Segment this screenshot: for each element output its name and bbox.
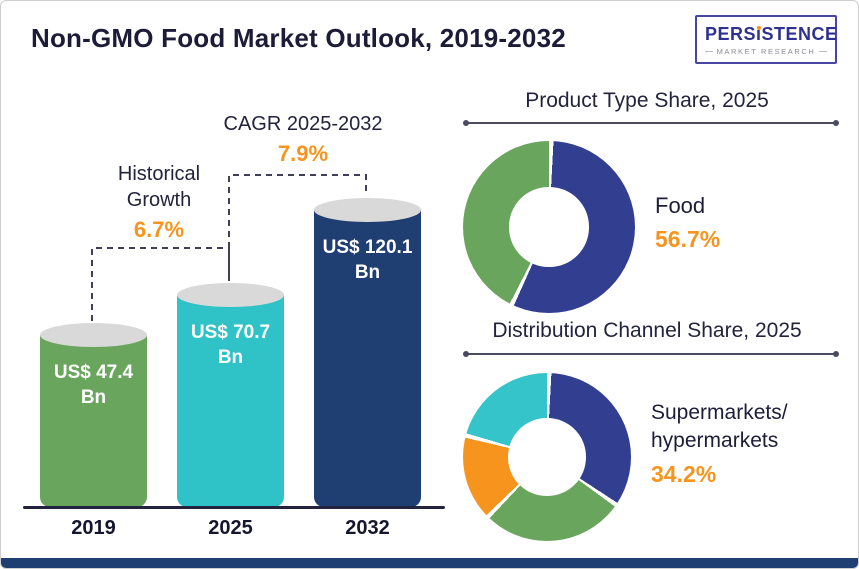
bar-2032: US$ 120.1 Bn	[314, 198, 421, 507]
bar-2019: US$ 47.4 Bn	[40, 323, 147, 507]
donut-distribution-channel	[463, 373, 631, 541]
callout-food: Food 56.7%	[655, 191, 825, 253]
bar-2025: US$ 70.7 Bn	[177, 283, 284, 507]
bar-2025-value-label: US$ 70.7 Bn	[190, 322, 271, 368]
bar-2019-value-label: US$ 47.4 Bn	[53, 362, 134, 408]
callout-supermarkets: Supermarkets/ hypermarkets 34.2%	[651, 399, 843, 488]
annotation-historical-growth-value: 6.7%	[133, 217, 185, 242]
callout-supermarkets-label: Supermarkets/ hypermarkets	[651, 401, 788, 453]
logo-tagline-line-right	[819, 51, 828, 52]
logo-name: PERSiSTENCE	[705, 24, 838, 44]
donut-product-type	[463, 141, 635, 313]
year-label-2025: 2025	[208, 517, 253, 539]
logo: PERSiSTENCE MARKET RESEARCH	[695, 15, 837, 64]
section-title-product-type: Product Type Share, 2025	[525, 89, 769, 112]
callout-food-label: Food	[655, 193, 706, 218]
footer-bar	[1, 558, 858, 568]
bar-2019-top-ellipse	[40, 323, 147, 347]
bar-2025-top-ellipse	[177, 283, 284, 307]
year-label-2032: 2032	[345, 517, 390, 539]
logo-tagline: MARKET RESEARCH	[716, 47, 816, 56]
bar-2032-value-label: US$ 120.1 Bn	[322, 237, 413, 283]
bar-chart: Historical Growth 6.7% CAGR 2025-2032 7.…	[19, 91, 449, 551]
callout-food-value: 56.7%	[655, 225, 721, 252]
logo-i-dot	[757, 26, 761, 30]
section-title-distribution-channel: Distribution Channel Share, 2025	[492, 319, 802, 342]
logo-tagline-row: MARKET RESEARCH	[705, 47, 828, 56]
year-label-2019: 2019	[71, 517, 116, 539]
bar-2032-top-ellipse	[314, 198, 421, 222]
page-title: Non-GMO Food Market Outlook, 2019-2032	[31, 23, 566, 53]
logo-tagline-line-left	[705, 51, 713, 52]
divider-distribution-channel	[463, 351, 839, 357]
annotation-historical-growth-label: Historical Growth	[117, 163, 201, 211]
annotation-cagr-value: 7.9%	[277, 141, 329, 166]
divider-product-type	[463, 120, 839, 126]
x-axis-line	[23, 506, 445, 509]
callout-supermarkets-value: 34.2%	[651, 460, 717, 487]
annotation-cagr-label: CAGR 2025-2032	[223, 113, 383, 135]
